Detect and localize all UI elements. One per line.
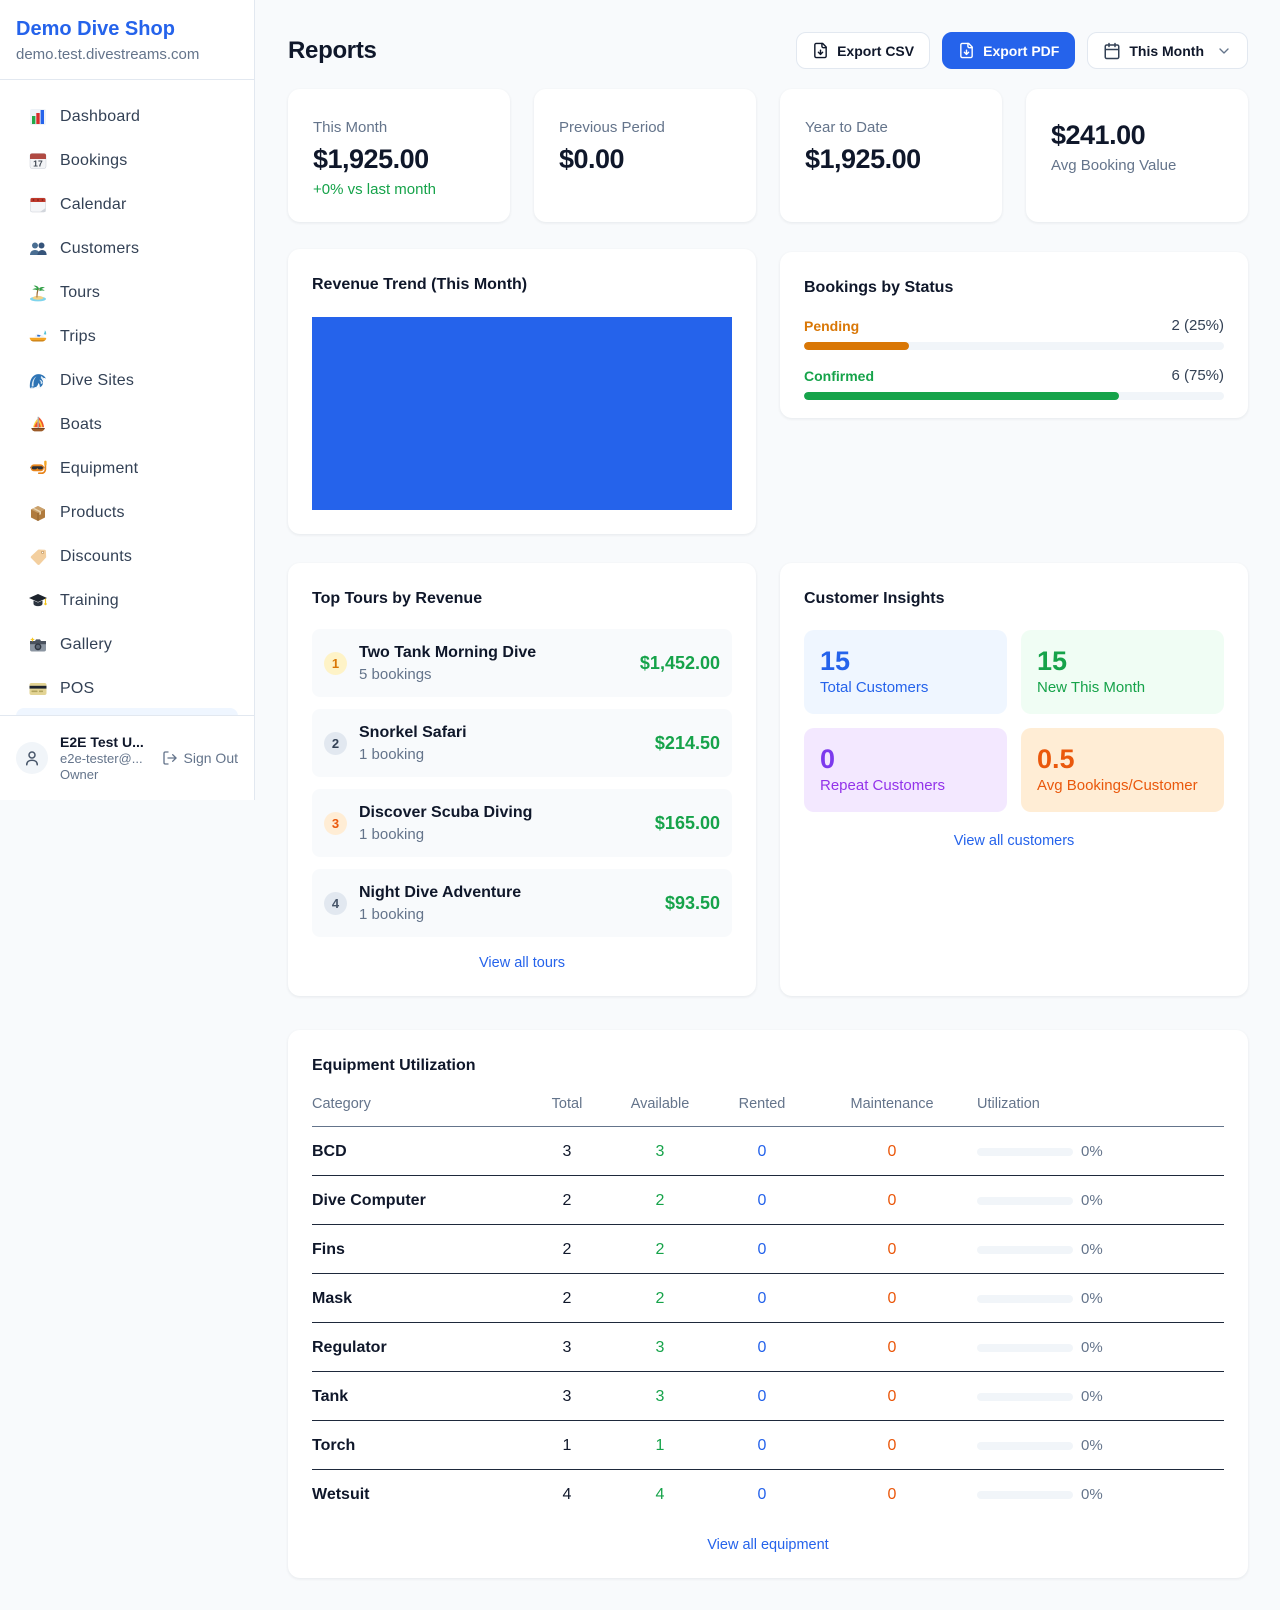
svg-text:17: 17 [33, 159, 43, 169]
